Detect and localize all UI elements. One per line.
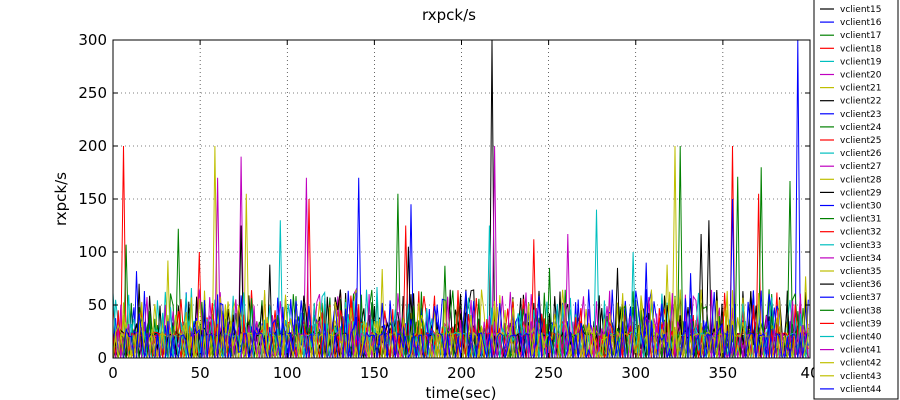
legend-entry: vclient30	[840, 202, 882, 212]
y-ticks: 0 50 100 150 200 250 300	[78, 31, 810, 367]
y-axis-label: rxpck/s	[52, 172, 70, 226]
grid	[113, 40, 810, 358]
x-axis-label: time(sec)	[426, 384, 497, 400]
legend-entry: vclient34	[840, 254, 882, 264]
legend-entry: vclient26	[840, 149, 882, 159]
legend-entry: vclient41	[840, 346, 882, 356]
legend-entry: vclient23	[840, 110, 882, 120]
x-tick-label: 250	[534, 364, 563, 382]
y-tick-label: 150	[78, 190, 107, 208]
legend-entry: vclient22	[840, 97, 882, 107]
x-tick-label: 50	[191, 364, 210, 382]
legend-entry: vclient37	[840, 293, 882, 303]
legend-entry: vclient21	[840, 84, 882, 94]
x-tick-label: 150	[360, 364, 389, 382]
legend-entry: vclient29	[840, 188, 882, 198]
legend-entry: vclient28	[840, 175, 882, 185]
legend-entry: vclient36	[840, 280, 882, 290]
legend-entry: vclient24	[840, 123, 882, 133]
series-line-vclient43	[113, 289, 809, 358]
legend-entry: vclient31	[840, 215, 882, 225]
chart-title: rxpck/s	[422, 6, 476, 24]
legend-entry: vclient32	[840, 228, 882, 238]
y-tick-label: 50	[88, 296, 107, 314]
legend: vclient15 vclient16 vclient17 vclient18 vcli…	[813, 0, 899, 400]
legend-entry: vclient43	[840, 372, 882, 382]
legend-entry: vclient16	[840, 18, 882, 28]
y-tick-label: 300	[78, 31, 107, 49]
legend-entry: vclient17	[840, 31, 882, 41]
legend-entry: vclient40	[840, 333, 882, 343]
legend-entry: vclient42	[840, 359, 882, 369]
x-tick-label: 100	[273, 364, 302, 382]
legend-entry: vclient27	[840, 162, 882, 172]
y-tick-label: 0	[97, 349, 107, 367]
x-tick-label: 200	[447, 364, 476, 382]
legend-entry: vclient15	[840, 5, 882, 15]
y-tick-label: 250	[78, 84, 107, 102]
legend-entry: vclient19	[840, 57, 882, 67]
legend-box	[813, 0, 899, 400]
series-line-vclient44	[113, 262, 809, 358]
legend-entry: vclient20	[840, 71, 882, 81]
legend-entry: vclient35	[840, 267, 882, 277]
legend-entry: vclient18	[840, 44, 882, 54]
legend-entry: vclient38	[840, 306, 882, 316]
legend-entry: vclient44	[840, 385, 882, 395]
x-tick-label: 300	[621, 364, 650, 382]
y-tick-label: 200	[78, 137, 107, 155]
x-tick-label: 350	[709, 364, 738, 382]
plot-series	[113, 40, 809, 358]
legend-entry: vclient25	[840, 136, 882, 146]
x-tick-label: 0	[108, 364, 118, 382]
y-tick-label: 100	[78, 243, 107, 261]
legend-entry: vclient39	[840, 319, 882, 329]
legend-entry: vclient33	[840, 241, 882, 251]
x-ticks: 0 50 100 150 200 250 300 350 40	[108, 40, 820, 382]
